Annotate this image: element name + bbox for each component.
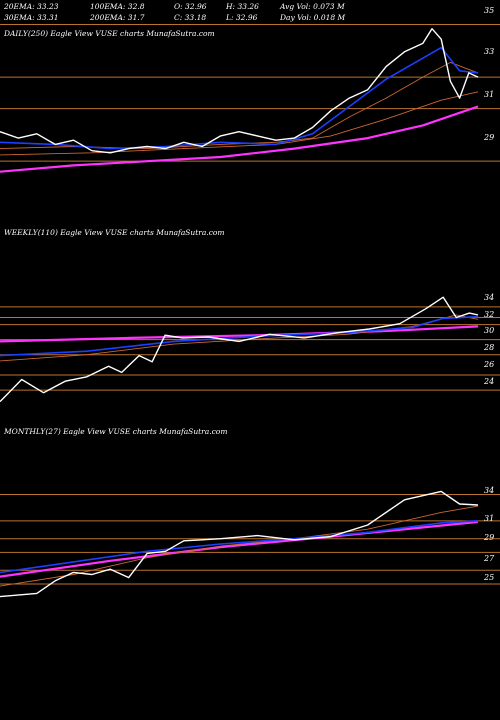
price-series-line xyxy=(0,28,479,154)
ema-long-series-line xyxy=(0,325,479,343)
daily-panel: 35 33 31 29 xyxy=(0,6,500,173)
daily-panel-title: DAILY(250) Eagle View VUSE charts Munafa… xyxy=(3,29,215,38)
y-tick-label: 32 xyxy=(484,310,494,319)
ema-mid-series-line xyxy=(0,505,479,587)
ema-mid-series-line xyxy=(0,314,479,362)
price-series-line xyxy=(0,296,479,403)
stat-low: L: 32.96 xyxy=(225,13,258,22)
y-tick-label: 25 xyxy=(483,573,494,582)
y-tick-label: 35 xyxy=(484,6,494,15)
y-tick-label: 34 xyxy=(484,293,494,302)
stat-open: O: 32.96 xyxy=(174,2,207,11)
price-series-line xyxy=(0,490,479,598)
ema-long-series-line xyxy=(0,520,479,578)
stat-avg-vol: Avg Vol: 0.073 M xyxy=(279,2,345,11)
weekly-panel-title: WEEKLY(110) Eagle View VUSE charts Munaf… xyxy=(4,228,225,237)
monthly-panel-title: MONTHLY(27) Eagle View VUSE charts Munaf… xyxy=(3,427,227,436)
stat-30ema: 30EMA: 33.31 xyxy=(4,13,59,22)
weekly-panel: 34 32 30 28 26 24 xyxy=(0,293,500,403)
y-tick-label: 29 xyxy=(483,133,494,142)
y-tick-label: 31 xyxy=(484,90,494,99)
header-stats: 20EMA: 33.23 100EMA: 32.8 O: 32.96 H: 33… xyxy=(3,2,346,22)
y-tick-label: 27 xyxy=(483,554,495,563)
stat-close: C: 33.18 xyxy=(174,13,206,22)
ema-fast-series-line xyxy=(0,520,479,574)
stat-100ema: 100EMA: 32.8 xyxy=(90,2,145,11)
stat-200ema: 200EMA: 31.7 xyxy=(89,13,145,22)
y-tick-label: 24 xyxy=(483,377,494,386)
stat-high: H: 33.26 xyxy=(225,2,259,11)
ema-long-series-line xyxy=(0,105,479,173)
ema-fast-series-line xyxy=(0,315,479,357)
stat-day-vol: Day Vol: 0.018 M xyxy=(279,13,346,22)
stat-20ema: 20EMA: 33.23 xyxy=(3,2,59,11)
y-tick-label: 31 xyxy=(484,514,494,523)
y-tick-label: 28 xyxy=(483,343,494,352)
y-tick-label: 26 xyxy=(483,360,494,369)
y-tick-label: 34 xyxy=(484,486,494,495)
y-tick-label: 29 xyxy=(483,533,494,542)
y-tick-label: 30 xyxy=(484,326,494,335)
monthly-panel: 34 31 29 27 25 xyxy=(0,486,500,598)
y-tick-label: 33 xyxy=(484,47,494,56)
ema-fast-series-line xyxy=(0,46,479,150)
